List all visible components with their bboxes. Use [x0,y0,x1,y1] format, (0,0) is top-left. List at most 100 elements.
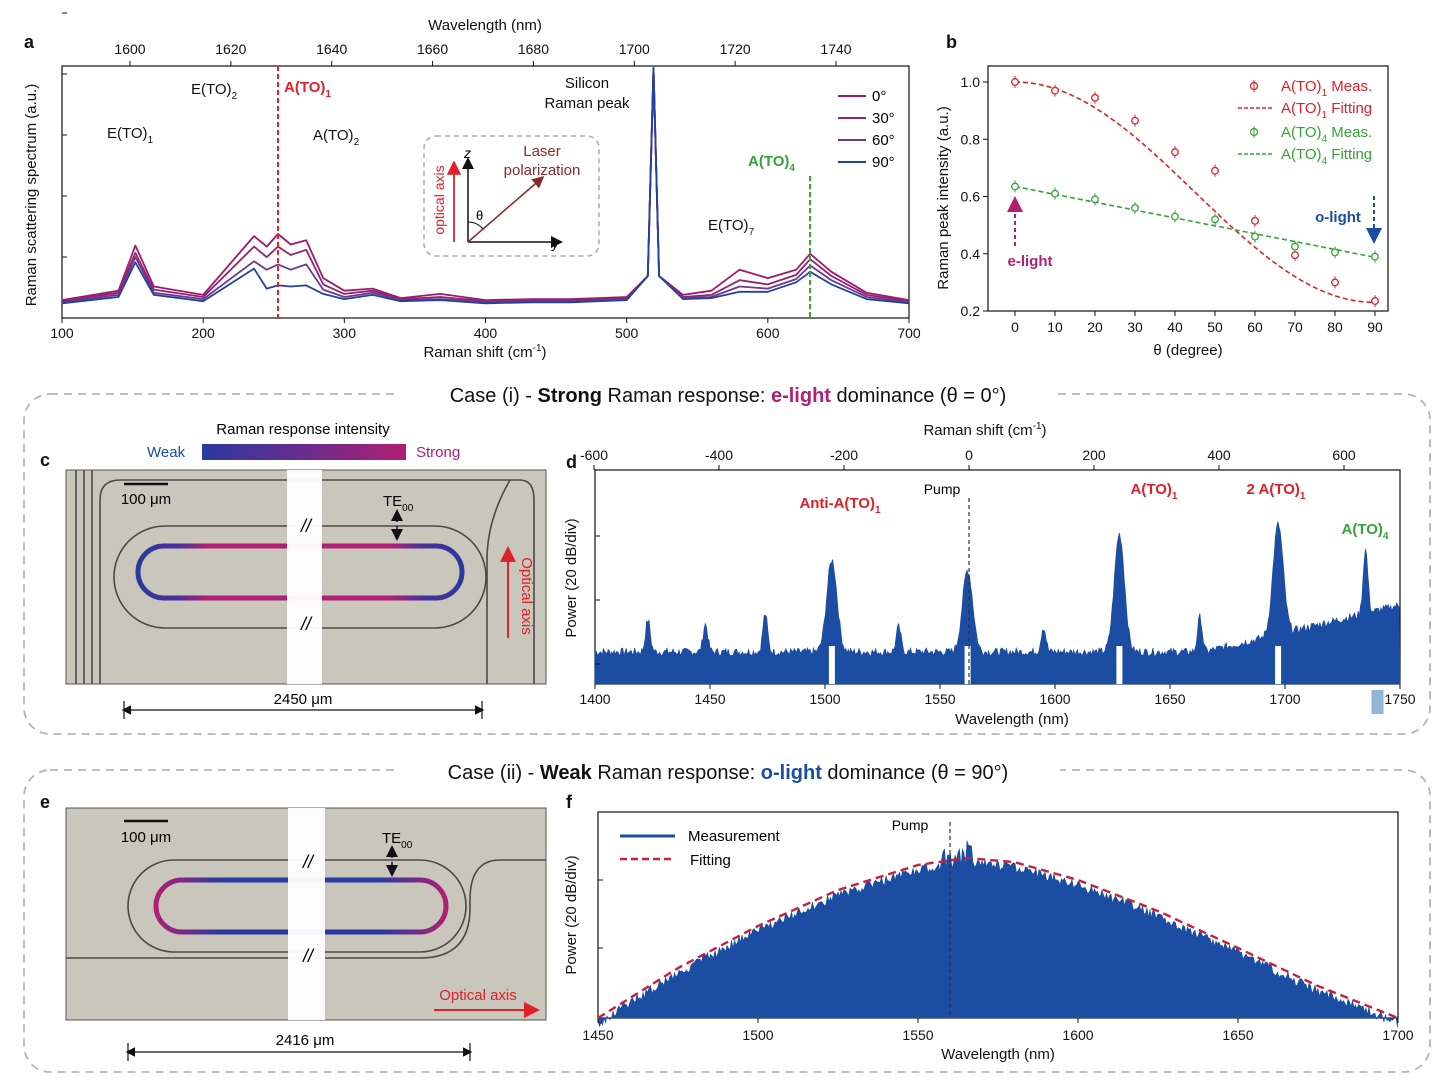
panel-a-x-tick: 200 [191,325,215,341]
series-line-0 [61,67,910,301]
panel-a-top-tick: 1620 [215,41,246,57]
label-eto2: E(TO)2 [191,81,238,102]
panel-a-x-axis-label: Raman shift (cm-1) [423,343,546,361]
label-d-ato1: A(TO)1 [1131,481,1178,502]
legend-ato4-fit: A(TO)4 Fitting [1281,146,1372,167]
panel-a-y-ticks [62,12,67,258]
panel-d-x-axis-label: Wavelength (nm) [955,711,1069,728]
panel-b-y-tick: 0.8 [961,131,981,147]
panel-b-y-tick: 0.2 [961,303,981,319]
panel-b-x-tick: 70 [1287,319,1303,335]
label-eto1: E(TO)1 [107,125,154,146]
legend-label-1: 30° [872,110,895,127]
label-ato1: A(TO)1 [284,79,331,100]
panel-a-letter: a [24,32,35,52]
panel-f-x-tick: 1700 [1382,1027,1413,1043]
fit-line-ato1 [1014,81,1376,304]
panel-d-top-tick: 400 [1207,447,1231,463]
legend-label-0: 0° [872,88,886,105]
panel-b-x-tick: 20 [1087,319,1103,335]
point-ato1 [1291,251,1299,260]
optical-axis-c-label: Optical axis [518,557,535,635]
panel-d-x-tick: 1550 [924,691,955,707]
point-ato4 [1051,189,1059,198]
panel-b-x-tick: 80 [1327,319,1343,335]
legend-label-3: 90° [872,154,895,171]
panel-a-x-tick: 300 [333,325,357,341]
olight-label: o-light [1315,209,1361,226]
optical-axis-e-label: Optical axis [439,987,517,1004]
point-ato4 [1011,182,1019,191]
panel-d-x-tick: 1500 [809,691,840,707]
panel-d-y-axis-label: Power (20 dB/div) [563,518,580,637]
length-c-label: 2450 μm [274,691,333,708]
panel-a-top-tick: 1660 [417,41,448,57]
point-ato4 [1331,248,1339,257]
pump-d-label: Pump [924,481,961,497]
panel-a-top-ticks: 1600 1620 1640 1660 1680 1700 1720 1740 [114,41,852,66]
panel-f-ticks: 1450 1500 1550 1600 1650 1700 [582,879,1414,1043]
legend-ato1-fit: A(TO)1 Fitting [1281,100,1372,121]
panel-d-x-tick: 1650 [1154,691,1185,707]
colorbar-title: Raman response intensity [216,421,390,438]
pump-f-label: Pump [892,817,929,833]
label-ato4: A(TO)4 [748,153,795,174]
fit-line-ato4 [1014,185,1376,259]
spectrum-d [594,521,1401,685]
elight-label: e-light [1008,253,1053,270]
panel-b-x-tick: 90 [1367,319,1383,335]
panel-d-top-tick: -600 [580,447,608,463]
panel-a-x-tick: 700 [897,325,921,341]
micrograph-c: // // 100 μm TE00 Optical axis [65,469,547,685]
svg-text://: // [299,516,313,536]
panel-d-top-axis-label: Raman shift (cm-1) [923,421,1046,439]
panel-b-x-tick: 40 [1167,319,1183,335]
inset-polarization-label: polarization [504,162,581,179]
panel-b-frame [987,65,1389,312]
point-ato1 [1171,148,1179,157]
panel-a-top-tick: 1640 [316,41,347,57]
svg-text://: // [301,852,315,872]
panel-c-letter: c [40,450,50,470]
panel-f-x-tick: 1650 [1222,1027,1253,1043]
panel-d-top-tick: 600 [1332,447,1356,463]
label-anti-ato1: Anti-A(TO)1 [799,495,881,516]
legend-ato4-meas: A(TO)4 Meas. [1281,124,1372,145]
inset-optical-axis-label: optical axis [431,165,447,234]
panel-b-x-tick: 30 [1127,319,1143,335]
panel-a: a 100 200 300 400 500 600 700 1600 1620 1640 1660… [23,12,921,361]
panel-d-x-tick: 1400 [579,691,610,707]
panel-b-y-tick: 0.6 [961,189,981,205]
panel-a-x-tick: 500 [615,325,639,341]
point-ato4 [1131,203,1139,212]
point-ato1 [1211,166,1219,175]
panel-d-ticks: 1400 1450 1500 1550 1600 1650 1700 1750 -600 -400… [579,447,1415,707]
inset-theta-label: θ [476,208,483,223]
colorbar-weak-label: Weak [147,444,186,461]
label-d-ato4: A(TO)4 [1342,521,1389,542]
panel-b-y-tick: 1.0 [961,74,981,90]
panel-a-y-axis-label: Raman scattering spectrum (a.u.) [23,84,40,307]
series-line-2 [61,67,910,304]
inset-z-label: z [463,145,471,161]
filter-notch [1116,646,1123,684]
legend-measurement: Measurement [688,828,781,845]
panel-f-x-tick: 1500 [742,1027,773,1043]
mode-e-label: TE00 [382,830,413,851]
svg-text://: // [301,946,315,966]
point-ato1 [1091,93,1099,102]
panel-b-x-tick: 10 [1047,319,1063,335]
filter-notch [964,646,971,684]
panel-d-letter: d [566,452,577,472]
fit-line-f [597,857,1399,1020]
panel-d-x-tick: 1450 [694,691,725,707]
panel-d-x-tick: 1750 [1384,691,1415,707]
panel-d-top-tick: -200 [830,447,858,463]
scalebar-c-label: 100 μm [121,491,171,508]
panel-a-x-tick: 600 [756,325,780,341]
case-two-title: Case (ii) - Weak Raman response: o-light… [448,762,1009,784]
panel-b-x-tick: 60 [1247,319,1263,335]
label-ato2: A(TO)2 [313,127,360,148]
panel-e-letter: e [40,792,50,812]
case-one-title: Case (i) - Strong Raman response: e-ligh… [450,385,1007,407]
